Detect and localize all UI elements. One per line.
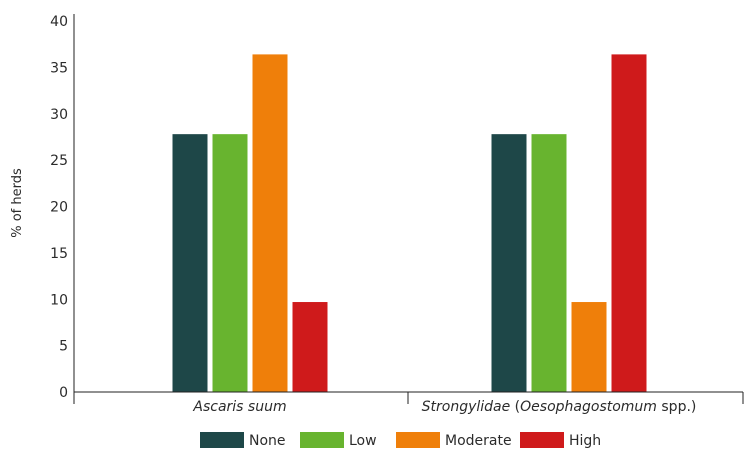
y-tick-label-0: 0 xyxy=(59,385,68,401)
x-axis-category-labels: Ascaris suum Strongylidae (Oesophagostomu… xyxy=(192,399,696,415)
y-axis-ticks: 0 5 10 15 20 25 30 35 40 xyxy=(50,14,68,401)
legend-swatch-low xyxy=(300,432,344,448)
x-category-label-2: Strongylidae (Oesophagostomum spp.) xyxy=(422,399,697,415)
y-tick-label-35: 35 xyxy=(50,60,68,76)
legend-swatch-none xyxy=(200,432,244,448)
bar-high-cat-1 xyxy=(292,302,328,392)
bar-none-cat-1 xyxy=(172,134,208,392)
bar-high-cat-2 xyxy=(611,54,647,392)
legend-label-high: High xyxy=(569,433,601,449)
bar-moderate-cat-1 xyxy=(252,54,288,392)
legend: None Low Moderate High xyxy=(200,432,601,449)
bar-low-cat-2 xyxy=(531,134,567,392)
y-tick-label-40: 40 xyxy=(50,14,68,30)
bars xyxy=(172,54,647,392)
bar-low-cat-1 xyxy=(212,134,248,392)
y-tick-label-5: 5 xyxy=(59,339,68,355)
bar-moderate-cat-2 xyxy=(571,302,607,392)
legend-swatch-high xyxy=(520,432,564,448)
legend-label-none: None xyxy=(249,433,286,449)
legend-swatch-moderate xyxy=(396,432,440,448)
y-tick-label-30: 30 xyxy=(50,107,68,123)
y-tick-label-10: 10 xyxy=(50,292,68,308)
y-axis-label: % of herds xyxy=(10,168,25,238)
bar-none-cat-2 xyxy=(491,134,527,392)
y-tick-label-20: 20 xyxy=(50,200,68,216)
x-category-label-1: Ascaris suum xyxy=(192,399,286,415)
y-tick-label-15: 15 xyxy=(50,246,68,262)
legend-label-moderate: Moderate xyxy=(445,433,512,449)
y-tick-label-25: 25 xyxy=(50,153,68,169)
legend-label-low: Low xyxy=(349,433,377,449)
